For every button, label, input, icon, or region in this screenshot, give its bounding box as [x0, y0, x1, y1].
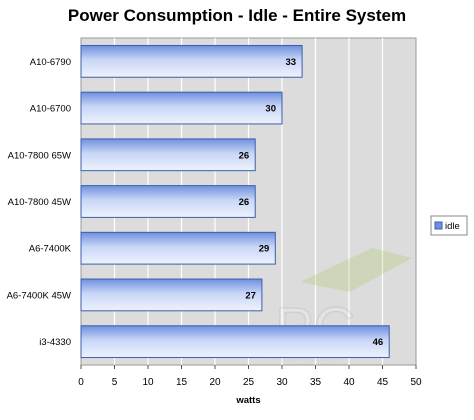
chart-title: Power Consumption - Idle - Entire System	[67, 6, 407, 25]
x-tick-label: 15	[176, 377, 188, 388]
bar-value-label: 46	[373, 337, 384, 348]
category-label: A6-7400K	[29, 244, 72, 255]
bar	[80, 231, 276, 265]
x-tick-label: 40	[343, 377, 355, 388]
legend: idle	[430, 215, 468, 236]
x-tick-label: 10	[142, 377, 154, 388]
bars: 33 30 26 26 29 27 46	[80, 44, 390, 359]
bar-value-label: 26	[239, 150, 250, 161]
bar-value-label: 29	[259, 244, 270, 255]
x-tick-label: 50	[410, 377, 422, 388]
watermark-swoosh	[300, 248, 412, 292]
bar	[80, 325, 390, 359]
bar	[80, 185, 256, 218]
x-axis-label: watts	[235, 395, 260, 406]
bar-value-label: 30	[265, 104, 276, 115]
bar-value-label: 27	[245, 290, 256, 301]
x-axis-ticks: 0 5 10 15 20 25 30 35 40 45 50	[78, 365, 422, 388]
x-tick-label: 35	[310, 377, 322, 388]
x-tick-label: 30	[276, 377, 288, 388]
bar	[80, 91, 283, 125]
x-tick-label: 5	[112, 377, 118, 388]
category-label: A6-7400K 45W	[7, 290, 71, 301]
bar-value-label: 33	[286, 57, 297, 68]
legend-swatch	[434, 221, 443, 230]
category-label: A10-7800 65W	[8, 150, 71, 161]
bar	[80, 278, 263, 312]
category-label: A10-6790	[30, 57, 71, 68]
bar	[80, 138, 256, 172]
bar	[80, 44, 303, 78]
x-tick-label: 0	[78, 377, 84, 388]
legend-entry-idle: idle	[445, 221, 460, 232]
category-label: i3-4330	[39, 337, 71, 348]
x-tick-label: 45	[377, 377, 389, 388]
bar-value-label: 26	[239, 197, 250, 208]
category-label: A10-6700	[30, 104, 71, 115]
category-label: A10-7800 45W	[8, 197, 71, 208]
watermark-text: PERSPECTIVE	[270, 353, 340, 364]
legend-box	[430, 215, 468, 236]
x-tick-label: 20	[209, 377, 221, 388]
category-labels: A10-6790 A10-6700 A10-7800 65W A10-7800 45W…	[7, 57, 72, 348]
x-tick-label: 25	[243, 377, 255, 388]
